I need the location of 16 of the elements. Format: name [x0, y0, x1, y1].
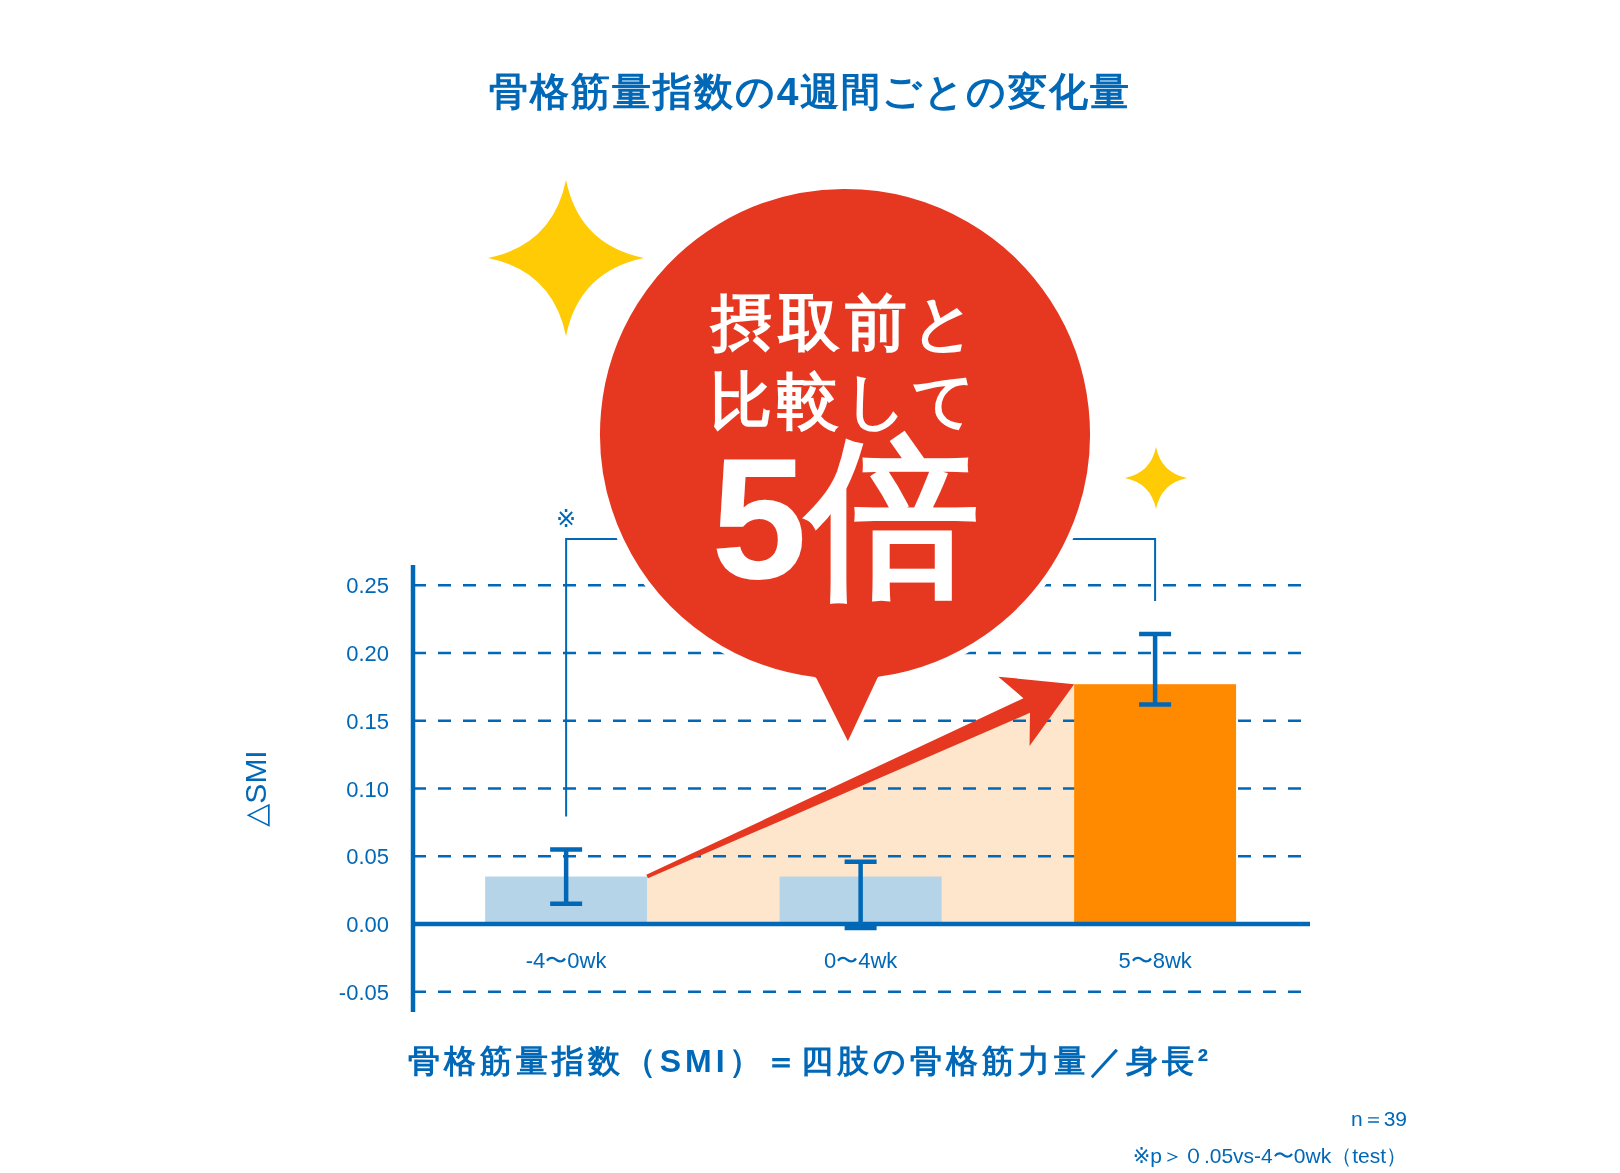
- y-tick-label: 0.00: [346, 911, 389, 937]
- text: 骨格筋量指数（SMI）＝四肢の骨格筋力量／身長²: [407, 1043, 1213, 1079]
- y-tick-label: -0.05: [338, 979, 389, 1005]
- y-tick-label: 0.05: [346, 844, 389, 870]
- y-tick-label: 0.15: [346, 708, 389, 734]
- text: ※p＞０.05vs-4〜0wk（test）: [1132, 1144, 1407, 1167]
- text: n＝39: [1350, 1107, 1407, 1130]
- y-axis-title: △SMI: [239, 750, 272, 827]
- text: ※: [556, 505, 577, 532]
- x-tick-label: 0〜4wk: [823, 947, 899, 973]
- y-tick-label: 0.10: [346, 776, 389, 802]
- x-tick-label: 5〜8wk: [1118, 947, 1193, 973]
- y-tick-label: 0.25: [346, 573, 389, 599]
- x-tick-label: -4〜0wk: [525, 947, 608, 973]
- chart-title: 骨格筋量指数の4週間ごとの変化量: [488, 70, 1132, 113]
- y-tick-label: 0.20: [346, 641, 389, 667]
